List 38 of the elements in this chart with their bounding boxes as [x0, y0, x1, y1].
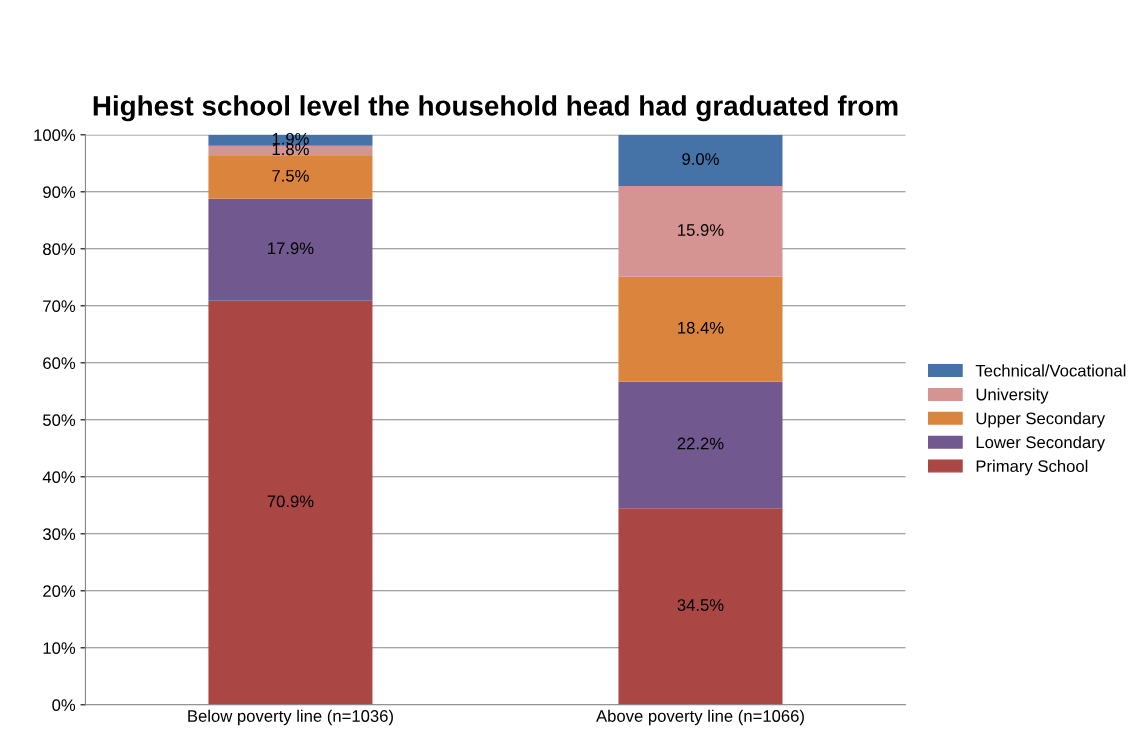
bar [208, 155, 373, 199]
y-tick-label: 100% [34, 129, 76, 142]
y-tick-label: 50% [43, 414, 76, 427]
bar [208, 300, 373, 705]
bar [618, 134, 783, 187]
data-label: 17.9% [268, 242, 314, 255]
y-tick-label: 10% [43, 642, 76, 655]
legend-label: Lower Secondary [976, 435, 1106, 452]
legend-label: Technical/Vocational [975, 364, 1126, 377]
legend-label: University [976, 388, 1049, 404]
bar [618, 186, 783, 277]
legend-label: Upper Secondary [976, 412, 1106, 428]
bar [208, 145, 373, 156]
bar [618, 381, 783, 509]
data-label: 70.9% [267, 495, 314, 508]
bar [618, 276, 783, 382]
x-tick-label: Above poverty line (n=1066) [596, 709, 804, 726]
data-label: 22.2% [677, 437, 724, 450]
bar [208, 198, 373, 301]
data-label: 1.9% [272, 132, 309, 145]
data-label: 9.0% [682, 153, 719, 165]
data-label: 7.5% [272, 170, 309, 182]
y-tick-label: 40% [42, 471, 76, 484]
bar [618, 508, 783, 705]
chart-title: Highest school level the household head had graduated from [93, 95, 898, 122]
legend-label: Primary School [976, 459, 1088, 476]
y-tick-label: 70% [43, 300, 76, 313]
x-tick-label: Below poverty line (n=1036) [188, 709, 393, 726]
y-tick-label: 60% [43, 357, 76, 370]
y-tick-label: 90% [43, 186, 76, 199]
y-tick-label: 80% [43, 243, 76, 256]
y-tick-label: 20% [43, 585, 76, 598]
y-tick-label: 30% [42, 528, 76, 541]
data-label: 1.8% [272, 143, 309, 156]
data-label: 15.9% [678, 224, 724, 236]
y-tick-label: 0% [52, 699, 76, 712]
data-label: 18.4% [678, 321, 724, 334]
data-label: 34.5% [677, 599, 724, 611]
